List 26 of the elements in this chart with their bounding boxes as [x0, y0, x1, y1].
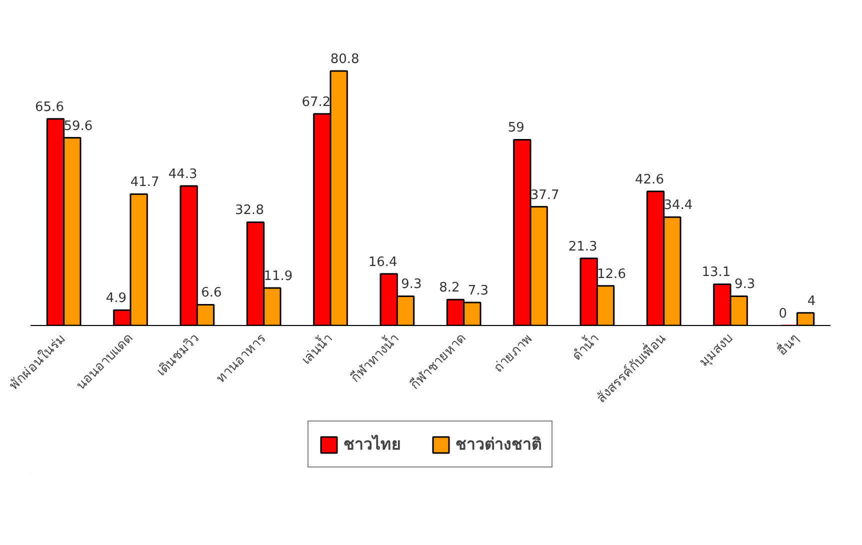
legend-label: ชาวไทย: [344, 434, 400, 456]
data-label: 7.3: [468, 284, 489, 299]
data-label: 16.4: [368, 254, 398, 270]
data-label: 21.3: [568, 239, 598, 254]
x-tick-label: อื่นๆ: [773, 330, 802, 359]
data-label: 0: [778, 306, 787, 322]
data-label: 6.6: [201, 286, 222, 301]
data-label: 65.6: [35, 100, 64, 115]
data-label: 34.4: [664, 198, 693, 214]
data-label: 80.8: [330, 52, 360, 68]
data-label: 42.6: [635, 172, 664, 188]
data-label: 67.2: [302, 94, 331, 110]
data-label: 4.9: [106, 291, 127, 306]
data-label: 44.3: [168, 166, 198, 182]
data-label: 9.3: [734, 277, 756, 292]
data-label: 59.6: [64, 118, 93, 134]
data-label: 11.9: [264, 269, 293, 284]
data-label: 4: [807, 294, 816, 309]
data-label: 41.7: [130, 175, 160, 190]
data-label: 8.2: [439, 280, 460, 296]
data-label: 13.1: [702, 265, 731, 280]
data-label: 59: [508, 120, 524, 136]
legend-label: ชาวต่างชาติ: [456, 434, 542, 456]
data-label: 9.3: [401, 277, 422, 292]
data-label: 12.6: [597, 266, 626, 282]
data-label: 32.8: [235, 203, 264, 218]
